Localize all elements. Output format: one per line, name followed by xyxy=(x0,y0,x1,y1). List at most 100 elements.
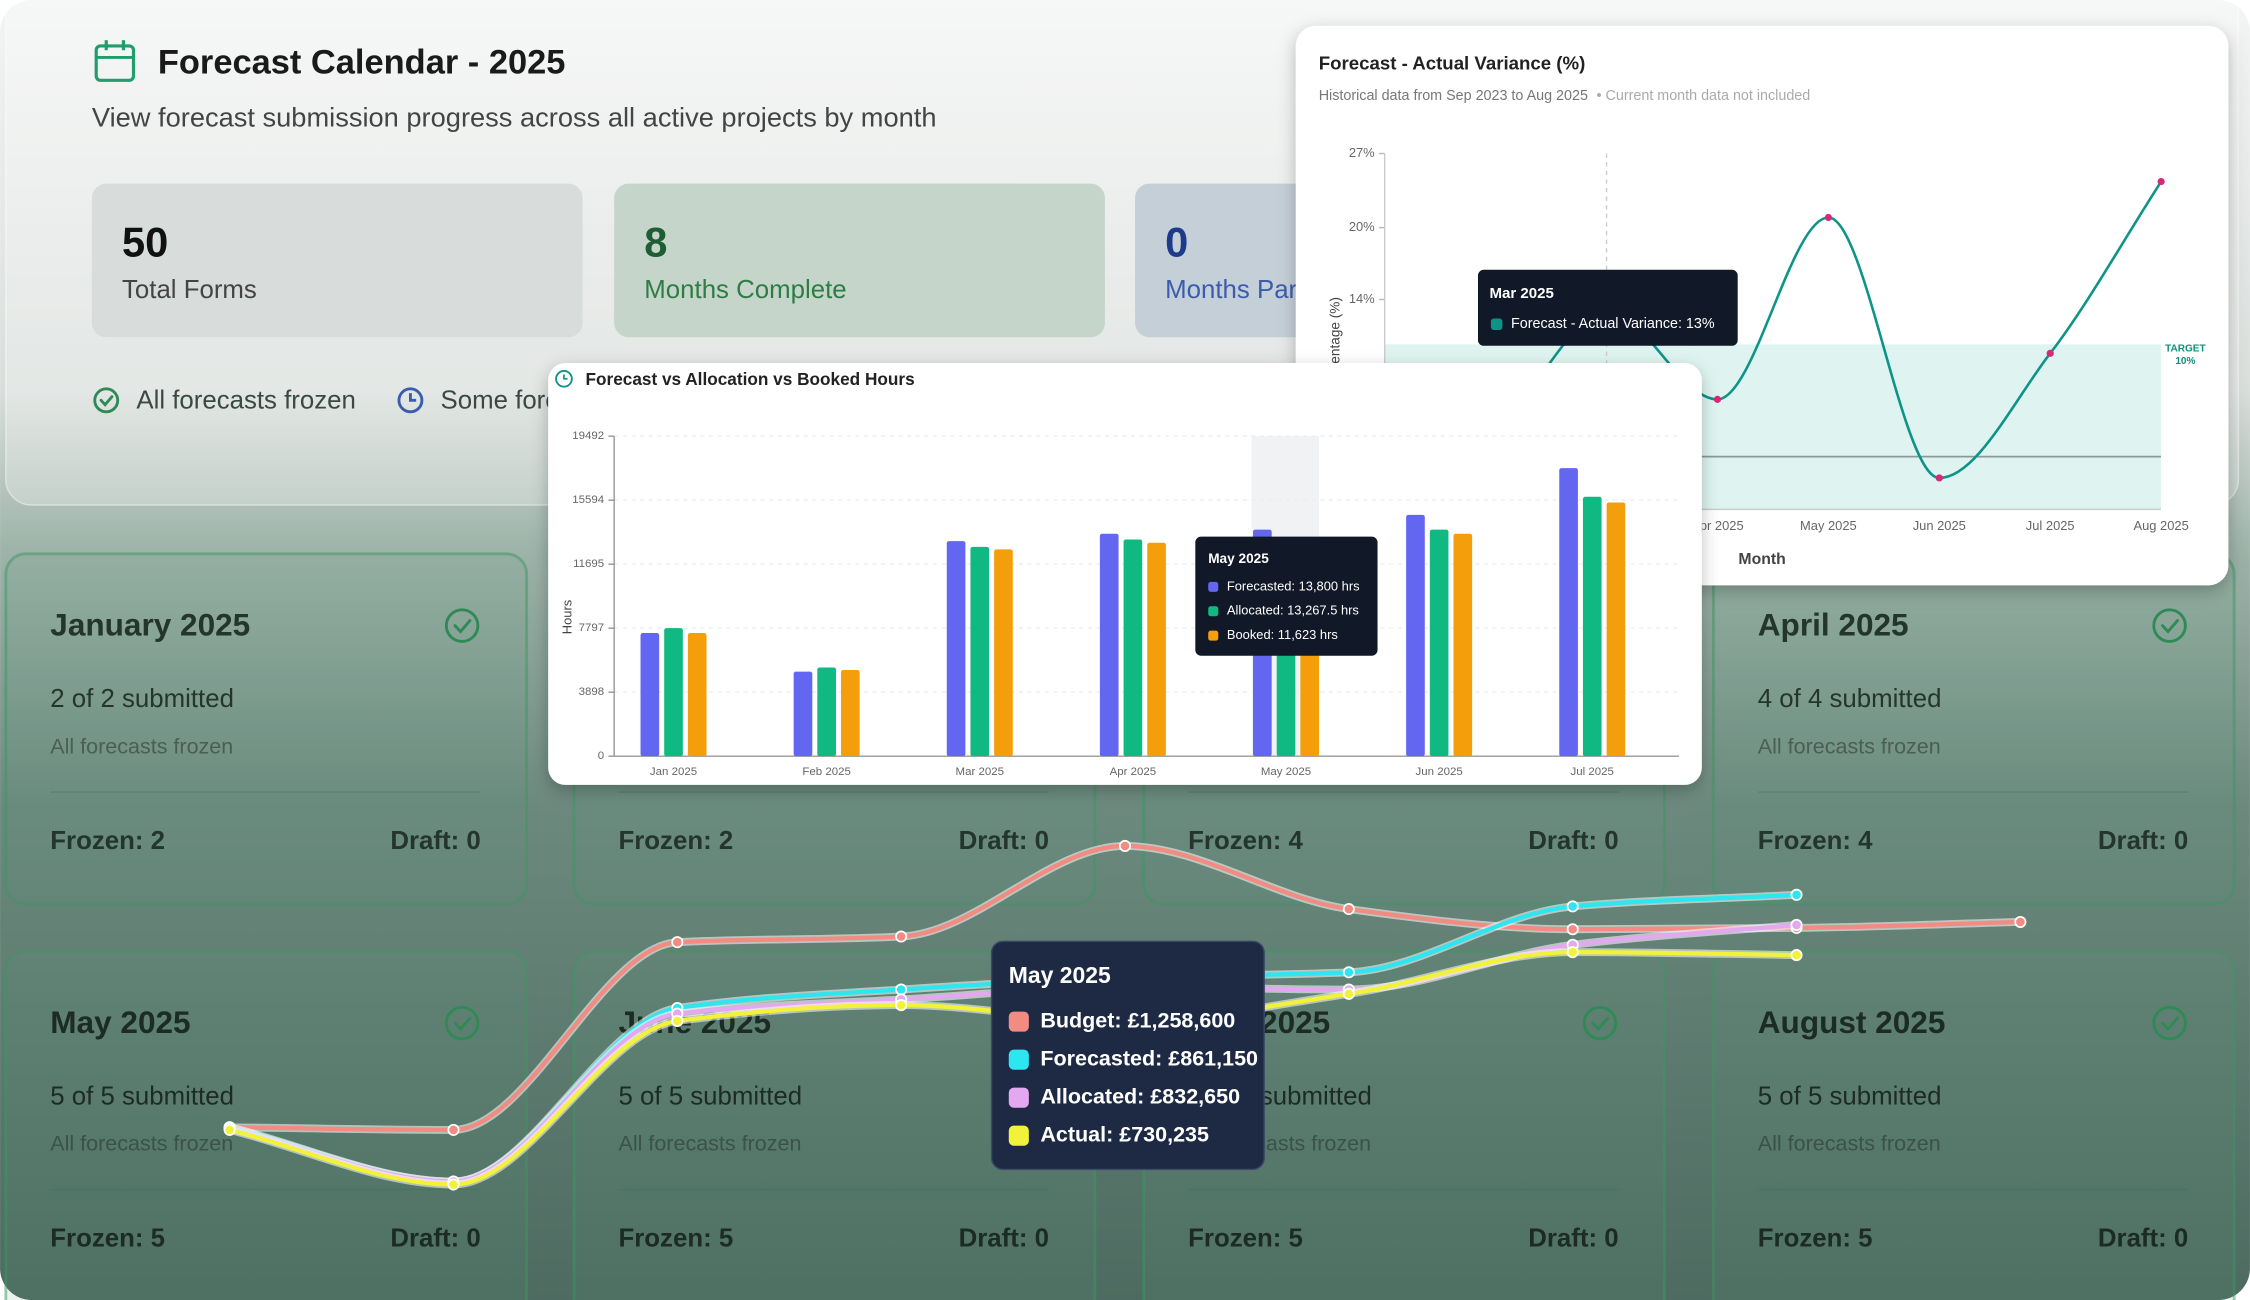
y-tick-label: 27% xyxy=(1349,145,1375,160)
month-title: January 2025 xyxy=(50,606,250,642)
y-tick-label: 20% xyxy=(1349,219,1375,234)
bar xyxy=(817,667,836,757)
x-tick-label: May 2025 xyxy=(1800,518,1857,533)
month-frozen: Frozen: 5 xyxy=(1758,1225,1873,1253)
bar xyxy=(1123,539,1143,757)
bar xyxy=(1606,502,1626,757)
month-frozen: Frozen: 2 xyxy=(50,827,165,855)
bar xyxy=(687,633,707,757)
tooltip-swatch xyxy=(1008,1125,1029,1146)
point xyxy=(1118,839,1132,852)
x-tick-label: Apr 2025 xyxy=(1110,766,1157,778)
y-tick-label: 11695 xyxy=(573,558,604,570)
bar xyxy=(1582,496,1602,757)
x-tick-label: Mar 2025 xyxy=(956,766,1004,778)
month-frozen: Frozen: 5 xyxy=(50,1225,165,1253)
tooltip-title: May 2025 xyxy=(1009,962,1111,988)
check-icon xyxy=(2161,1016,2179,1032)
point xyxy=(1790,888,1803,901)
bar xyxy=(1099,533,1119,757)
bar xyxy=(1406,514,1425,757)
month-status: All forecasts frozen xyxy=(50,734,233,758)
month-card[interactable] xyxy=(1711,949,2236,1300)
check-icon xyxy=(453,619,472,634)
bar xyxy=(970,546,990,757)
y-tick-label: 15594 xyxy=(572,494,605,506)
clock-icon xyxy=(563,374,568,380)
tooltip-item: Actual: £730,235 xyxy=(1040,1122,1209,1146)
month-status: All forecasts frozen xyxy=(618,1132,801,1156)
bar xyxy=(664,628,683,757)
clock-icon xyxy=(408,393,417,402)
bar xyxy=(1559,468,1578,757)
point xyxy=(895,930,908,943)
point xyxy=(2014,915,2027,928)
check-icon xyxy=(444,608,480,643)
month-draft: Draft: 0 xyxy=(390,827,480,855)
clock-icon xyxy=(397,387,424,414)
y-tick-label: 7797 xyxy=(579,622,605,634)
target-text: TARGET xyxy=(2165,343,2206,354)
bar xyxy=(840,669,860,757)
check-icon xyxy=(1582,1005,1618,1041)
stat-value: 0 xyxy=(1165,218,1188,265)
tooltip-swatch xyxy=(1208,606,1219,617)
target-label: 10% xyxy=(2175,356,2195,367)
month-title: August 2025 xyxy=(1758,1004,1946,1040)
month-draft: Draft: 0 xyxy=(2098,827,2188,855)
chart-subtitle: Historical data from Sep 2023 to Aug 202… xyxy=(1319,88,1588,104)
month-submitted: 4 of 4 submitted xyxy=(1758,685,1942,713)
calendar-icon xyxy=(94,44,136,82)
point xyxy=(1790,918,1803,931)
month-submitted: 5 of 5 submitted xyxy=(50,1083,234,1111)
chart-title: Forecast - Actual Variance (%) xyxy=(1319,52,1586,73)
month-submitted: 5 of 5 submitted xyxy=(1758,1083,1942,1111)
check-icon xyxy=(444,1005,480,1041)
chart-title: Forecast vs Allocation vs Booked Hours xyxy=(585,369,914,389)
month-draft: Draft: 0 xyxy=(1528,827,1618,855)
tooltip-swatch xyxy=(1008,1049,1029,1070)
month-draft: Draft: 0 xyxy=(2098,1225,2188,1253)
stat-card xyxy=(614,183,1105,338)
x-axis-label: Month xyxy=(1738,551,1785,568)
point xyxy=(2157,178,2165,186)
bar xyxy=(793,671,813,757)
tooltip-swatch xyxy=(1008,1011,1029,1032)
bar xyxy=(994,549,1013,757)
month-draft: Draft: 0 xyxy=(1528,1225,1618,1253)
month-status: All forecasts frozen xyxy=(1758,1132,1941,1156)
tooltip xyxy=(1477,269,1738,346)
tooltip-item: Forecast - Actual Variance: 13% xyxy=(1511,316,1715,332)
tooltip-item: Budget: £1,258,600 xyxy=(1040,1008,1235,1032)
tooltip-item: Forecasted: 13,800 hrs xyxy=(1227,578,1360,593)
point xyxy=(1566,900,1579,913)
month-title: April 2025 xyxy=(1758,606,1909,642)
check-icon xyxy=(2161,619,2179,634)
month-frozen: Frozen: 2 xyxy=(618,827,733,855)
stat-value: 8 xyxy=(644,218,667,265)
x-tick-label: Aug 2025 xyxy=(2133,518,2188,533)
point xyxy=(671,1014,684,1027)
tooltip-swatch xyxy=(1208,630,1219,641)
point xyxy=(1713,395,1722,403)
check-icon xyxy=(99,395,114,407)
point xyxy=(1566,923,1579,936)
tooltip-item: Forecasted: £861,150 xyxy=(1040,1046,1258,1070)
month-frozen: Frozen: 5 xyxy=(618,1225,733,1253)
month-submitted: 2 of 2 submitted xyxy=(50,685,234,713)
point xyxy=(1935,474,1943,482)
month-frozen: Frozen: 5 xyxy=(1188,1225,1303,1253)
month-card[interactable] xyxy=(4,552,529,906)
stat-value: 50 xyxy=(122,218,168,265)
y-tick-label: 3898 xyxy=(579,686,605,698)
stat-card xyxy=(91,183,583,338)
point xyxy=(1790,949,1803,962)
point xyxy=(2046,349,2054,357)
point xyxy=(671,936,684,949)
legend-label: All forecasts frozen xyxy=(136,387,356,415)
y-tick-label: 19492 xyxy=(572,430,604,442)
x-tick-label: Jul 2025 xyxy=(2026,518,2075,533)
tooltip-item: Booked: 11,623 hrs xyxy=(1227,627,1338,642)
point xyxy=(1566,946,1579,959)
